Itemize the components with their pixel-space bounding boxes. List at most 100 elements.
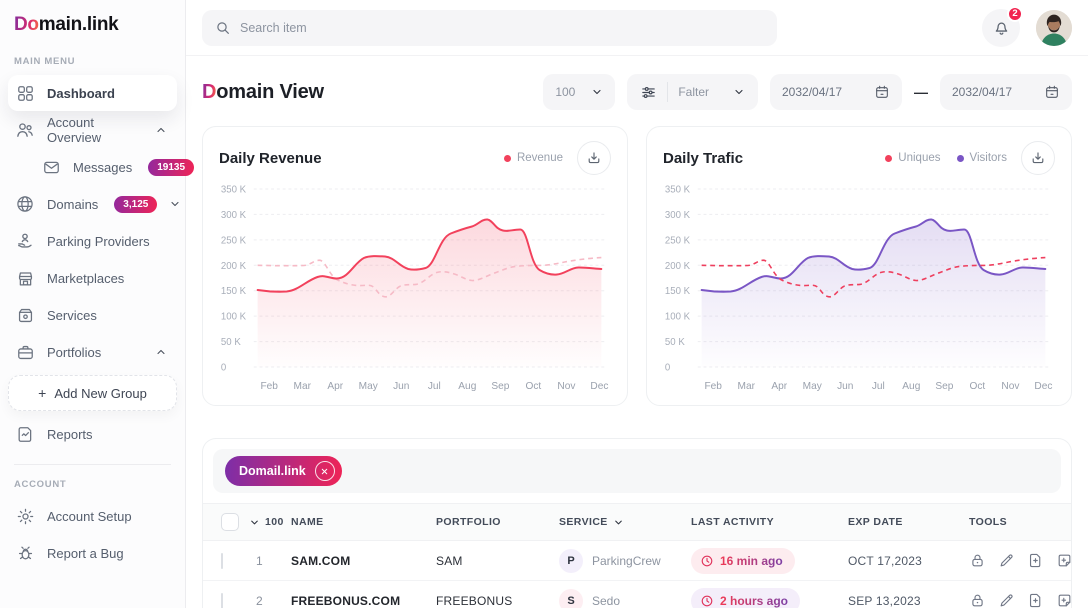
svg-text:May: May <box>359 381 379 392</box>
close-icon[interactable] <box>314 461 335 481</box>
svg-text:Sep: Sep <box>935 381 953 392</box>
sidebar-item-label: Marketplaces <box>47 270 125 286</box>
note-plus-icon[interactable] <box>1056 592 1073 608</box>
column-header-service[interactable]: SERVICE <box>559 516 691 528</box>
svg-text:Mar: Mar <box>294 381 312 392</box>
exp-date: SEP 13,2023 <box>848 593 921 608</box>
svg-text:350 K: 350 K <box>221 184 247 195</box>
service-cell: S Sedo <box>559 588 691 608</box>
gear-icon <box>15 506 35 526</box>
select-all-checkbox[interactable] <box>221 513 239 531</box>
x-axis-labels: Feb Mar Apr May Jun Jul Aug Sep Oct Nov Dec <box>704 381 1052 392</box>
column-header-last-activity[interactable]: LAST ACTIVITY <box>691 516 774 528</box>
page-size-select[interactable]: 100 <box>543 74 616 110</box>
column-header-portfolio[interactable]: PORTFOLIO <box>436 516 501 528</box>
row-checkbox[interactable] <box>221 592 223 608</box>
svg-text:300 K: 300 K <box>665 210 691 221</box>
last-activity-badge: 2 hours ago <box>691 587 801 608</box>
date-to-picker[interactable]: 2032/04/17 <box>940 74 1072 110</box>
svg-text:Oct: Oct <box>525 381 541 392</box>
sidebar-item-parking-providers[interactable]: Parking Providers <box>8 223 177 259</box>
sidebar-item-portfolios[interactable]: Portfolios <box>8 334 177 370</box>
sidebar-item-reports[interactable]: Reports <box>8 416 177 452</box>
calendar-icon <box>874 84 890 100</box>
column-header-exp-date[interactable]: EXP DATE <box>848 516 903 528</box>
sidebar-item-messages[interactable]: Messages 19135 <box>8 149 195 185</box>
sidebar-item-domains[interactable]: Domains 3,125 <box>8 186 179 222</box>
svg-text:50 K: 50 K <box>665 337 685 348</box>
sidebar-item-report-a-bug[interactable]: Report a Bug <box>8 535 177 571</box>
row-checkbox[interactable] <box>221 552 223 569</box>
envelope-icon <box>41 157 61 177</box>
lock-icon[interactable] <box>969 552 986 569</box>
chevron-down-icon <box>591 86 603 98</box>
filter-chip-domail-link[interactable]: Domail.link <box>225 456 342 486</box>
file-plus-icon[interactable] <box>1027 592 1044 608</box>
lock-icon[interactable] <box>969 592 986 608</box>
download-icon <box>586 150 602 166</box>
date-from-picker[interactable]: 2032/04/17 <box>770 74 902 110</box>
svg-text:Dec: Dec <box>590 381 608 392</box>
notification-count-badge: 2 <box>1007 5 1023 22</box>
svg-text:Dec: Dec <box>1034 381 1052 392</box>
table-row[interactable]: 2 FREEBONUS.COM FREEBONUS S Sedo 2 hours… <box>203 581 1071 608</box>
logo-rest: main.link <box>38 14 119 35</box>
service-name: Sedo <box>592 593 621 608</box>
sidebar-item-services[interactable]: Services <box>8 297 177 333</box>
chevron-down-icon[interactable] <box>249 517 260 528</box>
sliders-icon <box>640 84 657 101</box>
legend-label: Visitors <box>969 152 1008 164</box>
service-cell: P ParkingCrew <box>559 548 691 573</box>
sidebar-item-account-setup[interactable]: Account Setup <box>8 498 177 534</box>
report-icon <box>15 424 35 444</box>
download-button[interactable] <box>1021 141 1055 175</box>
bell-icon <box>992 18 1011 37</box>
svg-text:100 K: 100 K <box>665 311 691 322</box>
file-plus-icon[interactable] <box>1027 552 1044 569</box>
tools-cell <box>969 592 1073 608</box>
edit-pencil-icon[interactable] <box>998 552 1015 569</box>
column-header-name[interactable]: NAME <box>291 516 324 528</box>
svg-text:Aug: Aug <box>902 381 920 392</box>
main-area: 2 Domain View 100 Falter <box>186 0 1088 608</box>
sidebar-item-label: Messages <box>73 159 133 175</box>
last-activity-text: 16 min ago <box>720 553 783 568</box>
svg-text:May: May <box>803 381 823 392</box>
chevron-down-icon[interactable] <box>169 198 181 210</box>
column-header-tools: TOOLS <box>969 516 1007 528</box>
chevron-up-icon[interactable] <box>155 124 167 136</box>
svg-text:Sep: Sep <box>491 381 509 392</box>
date-to-value: 2032/04/17 <box>952 85 1013 99</box>
add-new-group-button[interactable]: + Add New Group <box>8 375 177 411</box>
filter-dropdown[interactable]: Falter <box>627 74 758 110</box>
chart-legend: Uniques Visitors <box>885 152 1007 164</box>
edit-pencil-icon[interactable] <box>998 592 1015 608</box>
service-name: ParkingCrew <box>592 553 661 568</box>
parking-icon <box>15 231 35 251</box>
sidebar-item-dashboard[interactable]: Dashboard <box>8 75 177 111</box>
download-icon <box>1030 150 1046 166</box>
note-plus-icon[interactable] <box>1056 552 1073 569</box>
chevron-up-icon[interactable] <box>155 346 167 358</box>
download-button[interactable] <box>577 141 611 175</box>
last-activity-cell: 2 hours ago <box>691 587 848 608</box>
sidebar-item-marketplaces[interactable]: Marketplaces <box>8 260 177 296</box>
notifications-button[interactable]: 2 <box>982 5 1023 47</box>
calendar-icon <box>1044 84 1060 100</box>
svg-text:150 K: 150 K <box>221 286 247 297</box>
search-input[interactable] <box>240 20 764 35</box>
users-icon <box>15 120 35 140</box>
search-bar[interactable] <box>202 9 777 46</box>
search-icon <box>215 20 231 36</box>
user-avatar[interactable] <box>1036 9 1072 46</box>
sidebar-section-account: ACCOUNT <box>14 479 67 490</box>
y-axis-labels: 350 K 300 K 250 K 200 K 150 K 100 K 50 K 0 <box>665 184 691 373</box>
sidebar-item-label: Services <box>47 307 97 323</box>
table-row[interactable]: 1 SAM.COM SAM P ParkingCrew 16 min ago O… <box>203 541 1071 581</box>
legend-dot <box>956 154 964 162</box>
tools-cell <box>969 552 1073 569</box>
svg-text:Aug: Aug <box>458 381 476 392</box>
service-initial-avatar: S <box>559 588 583 608</box>
sidebar-item-account-overview[interactable]: Account Overview <box>8 112 177 148</box>
